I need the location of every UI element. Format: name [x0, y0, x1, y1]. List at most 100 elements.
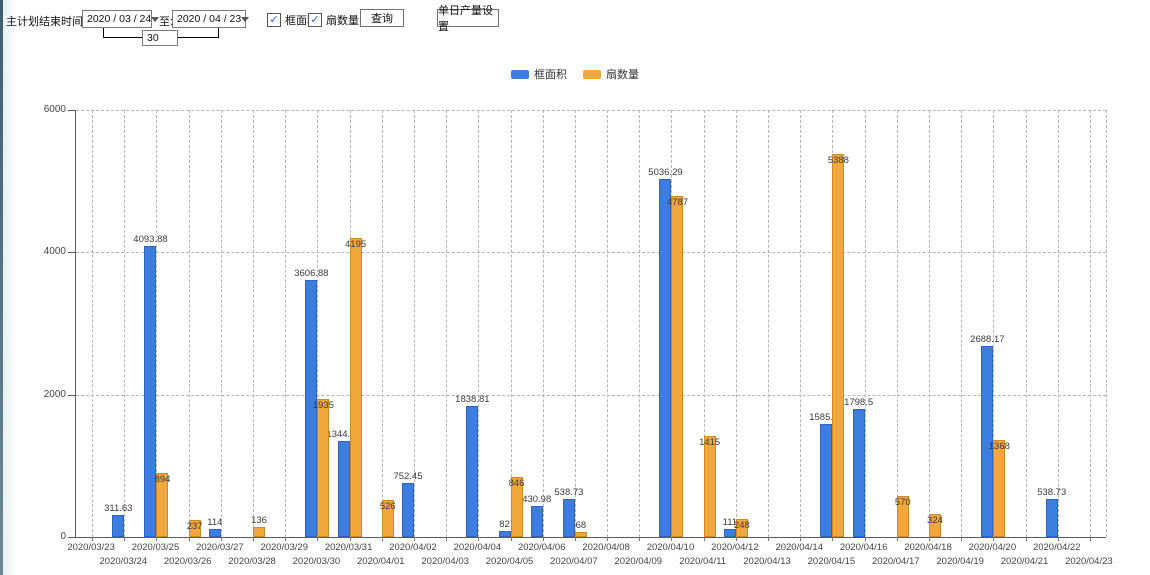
vertical-gridline [1089, 110, 1091, 537]
bar-value-label: 846 [508, 477, 525, 489]
bar-fan-count[interactable] [574, 532, 587, 537]
vertical-gridline [220, 110, 222, 537]
x-tick-label: 2020/04/02 [389, 542, 437, 553]
bar-value-label: 136 [251, 515, 267, 527]
x-tick-label: 2020/04/22 [1032, 542, 1081, 553]
vertical-gridline [607, 110, 609, 537]
bracket-line-left-horizontal [103, 37, 142, 38]
x-tick-label: 2020/03/31 [324, 542, 373, 553]
x-axis-tick [92, 537, 94, 541]
bar-value-label: 5388 [827, 154, 849, 166]
x-axis-tick [1025, 537, 1027, 541]
x-tick-label: 2020/04/16 [839, 542, 888, 553]
bar-fan-count[interactable] [735, 519, 748, 537]
x-tick-label: 2020/04/03 [421, 556, 469, 567]
x-tick-label: 2020/04/12 [711, 542, 759, 553]
bar-value-label: 894 [154, 474, 171, 486]
x-tick-label: 2020/04/17 [872, 556, 920, 567]
bar-frame-area[interactable] [981, 345, 994, 537]
bar-fan-count[interactable] [832, 153, 845, 537]
vertical-gridline [735, 110, 737, 537]
bar-value-label: 538.73 [1037, 486, 1067, 498]
x-tick-label: 2020/04/09 [614, 556, 663, 567]
bar-frame-area[interactable] [723, 529, 736, 537]
interval-days-input[interactable]: 30 [142, 30, 178, 46]
bar-fan-count[interactable] [381, 499, 394, 537]
x-tick-label: 2020/04/23 [1065, 556, 1113, 567]
bar-frame-area[interactable] [562, 498, 575, 537]
daily-output-settings-button[interactable]: 单日产量设置 [437, 5, 499, 33]
bar-frame-area[interactable] [659, 178, 672, 537]
x-axis-tick [317, 537, 319, 541]
x-tick-label: 2020/03/28 [228, 556, 276, 567]
x-tick-label: 2020/04/18 [904, 542, 952, 553]
bar-value-label: 1368 [988, 440, 1010, 452]
x-tick-label: 2020/04/05 [485, 556, 534, 567]
bar-frame-area[interactable] [1045, 498, 1058, 537]
bar-fan-count[interactable] [317, 399, 330, 537]
bar-fan-count[interactable] [156, 473, 169, 537]
bar-fan-count[interactable] [349, 238, 362, 537]
date-from-dropdown-icon[interactable] [151, 11, 160, 27]
vertical-gridline [864, 110, 866, 537]
bar-fan-count[interactable] [928, 513, 941, 537]
vertical-gridline [124, 110, 126, 537]
bar-frame-area[interactable] [852, 409, 865, 537]
legend-label-frame-area: 框面积 [534, 69, 567, 81]
bar-value-label: 82 [499, 519, 510, 531]
bar-value-label: 111 [722, 517, 738, 529]
vertical-gridline [253, 110, 255, 537]
bar-frame-area[interactable] [305, 280, 318, 537]
vertical-gridline [92, 110, 94, 537]
query-button[interactable]: 查询 [360, 9, 404, 27]
bar-fan-count[interactable] [993, 439, 1006, 537]
x-tick-label: 2020/04/01 [357, 556, 405, 567]
date-from-picker[interactable]: 2020 / 03 / 24 [82, 10, 160, 28]
bar-value-label: 1415 [699, 437, 721, 449]
bar-fan-count[interactable] [188, 520, 201, 537]
bar-fan-count[interactable] [703, 436, 716, 537]
x-axis-tick [928, 537, 930, 541]
x-tick-label: 2020/04/04 [453, 542, 502, 553]
bar-frame-area[interactable] [530, 506, 543, 537]
bar-value-label: 430.98 [522, 494, 552, 506]
bar-frame-area[interactable] [208, 528, 221, 537]
bar-fan-count[interactable] [510, 476, 523, 537]
x-tick-label: 2020/03/24 [99, 556, 148, 567]
fan-count-checkbox[interactable]: ✓ 扇数量 [308, 12, 359, 28]
bar-frame-area[interactable] [112, 514, 125, 537]
bar-frame-area[interactable] [401, 483, 414, 537]
bar-value-label: 248 [733, 520, 750, 532]
bar-frame-area[interactable] [466, 406, 479, 537]
x-tick-label: 2020/04/21 [1000, 556, 1049, 567]
vertical-gridline [317, 110, 319, 537]
vertical-gridline [156, 110, 158, 537]
bar-frame-area[interactable] [820, 424, 833, 537]
vertical-gridline [1057, 110, 1059, 537]
y-tick-label: 6000 [43, 104, 66, 115]
x-axis-tick [735, 537, 737, 541]
vertical-gridline [800, 110, 802, 537]
bar-fan-count[interactable] [896, 496, 909, 537]
legend-item-fan-count[interactable]: 扇数量 [583, 66, 639, 82]
bar-value-label: 324 [927, 514, 943, 526]
y-axis-tick [68, 537, 75, 538]
date-to-picker[interactable]: 2020 / 04 / 23 [172, 10, 250, 28]
bar-value-label: 5036.29 [648, 166, 683, 178]
x-tick-label: 2020/04/15 [807, 556, 856, 567]
legend-item-frame-area[interactable]: 框面积 [511, 66, 567, 82]
x-tick-label: 2020/03/29 [260, 542, 308, 553]
date-to-dropdown-icon[interactable] [241, 11, 250, 27]
bar-frame-area[interactable] [337, 441, 350, 537]
x-axis-tick [993, 537, 995, 541]
bar-fan-count[interactable] [253, 527, 266, 537]
x-tick-label: 2020/04/19 [936, 556, 984, 567]
window-edge-strip [0, 0, 3, 575]
bar-value-label: 2688.17 [970, 333, 1005, 345]
bar-frame-area[interactable] [498, 531, 511, 537]
bar-fan-count[interactable] [671, 196, 684, 537]
x-tick-label: 2020/04/06 [517, 542, 566, 553]
x-axis-tick [671, 537, 673, 541]
bar-frame-area[interactable] [144, 245, 157, 537]
